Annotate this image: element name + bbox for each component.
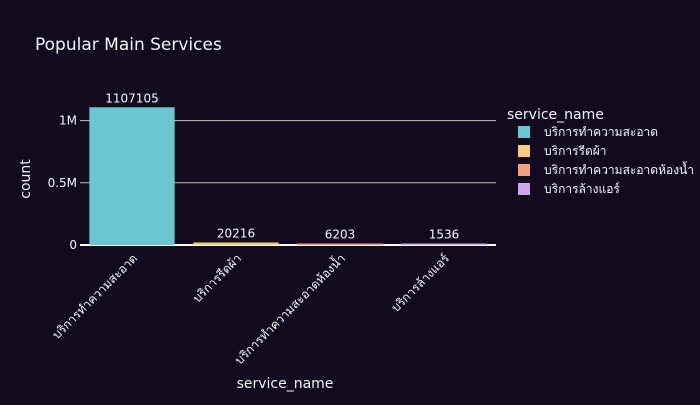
legend-swatch [518,126,530,138]
legend-item[interactable]: บริการล้างแอร์ [518,182,620,196]
y-tick-label: 0.5M [48,176,77,190]
bar[interactable] [193,242,279,245]
chart-title: Popular Main Services [35,35,222,55]
legend-swatch [518,164,530,176]
bar-value-label: 1107105 [105,91,158,105]
bar[interactable] [89,107,175,246]
legend[interactable]: บริการทำความสะอาดบริการรีดผ้าบริการทำควา… [518,125,694,196]
legend-label: บริการทำความสะอาดห้องน้ำ [544,161,694,177]
legend-item[interactable]: บริการทำความสะอาด [518,125,658,139]
legend-label: บริการรีดผ้า [544,144,607,158]
x-tick-label: บริการทำความสะอาด [50,251,141,342]
legend-item[interactable]: บริการทำความสะอาดห้องน้ำ [518,161,694,177]
bar[interactable] [297,243,383,246]
x-tick-label: บริการล้างแอร์ [389,251,453,315]
x-axis-ticks: บริการทำความสะอาด บริการรีดผ้าบริการทำควา… [50,250,453,367]
legend-item[interactable]: บริการรีดผ้า [518,144,607,158]
bar-value-label: 1536 [429,228,460,242]
legend-label: บริการทำความสะอาด [544,125,658,139]
legend-title: service_name [507,107,604,123]
x-tick-label: บริการทำความสะอาดห้องน้ำ [231,250,348,367]
y-axis-ticks: 0 0.5M 1M [48,114,77,252]
bar-value-label: 6203 [325,228,356,242]
x-axis-title: service_name [237,376,334,392]
x-tick-label: บริการรีดผ้า [190,251,244,305]
bar[interactable] [401,243,487,246]
bar-value-label: 20216 [217,226,255,240]
legend-label: บริการล้างแอร์ [544,182,620,196]
legend-swatch [518,145,530,157]
y-tick-label: 0 [69,238,77,252]
y-tick-label: 1M [59,114,77,128]
y-axis-title: count [18,159,34,199]
legend-swatch [518,183,530,195]
bar-value-labels: 1107105 20216 6203 1536 [105,91,459,241]
bars [89,107,487,246]
